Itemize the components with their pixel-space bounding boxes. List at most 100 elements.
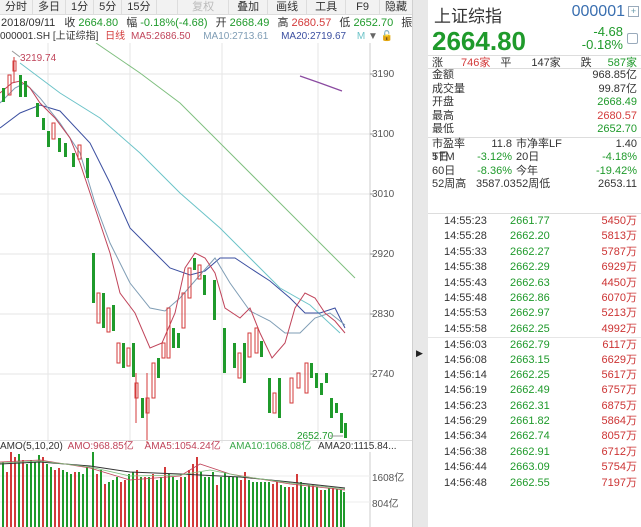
tick-vol: 5787万 <box>601 245 637 258</box>
kline-panel: 分时 多日 1分 5分 15分 复权 叠加 画线 工具 F9 隐藏 2018/0… <box>0 0 412 527</box>
performance-row: 5日 -3.12% 20日 -4.18% <box>432 151 637 163</box>
price-infobar: 2018/09/11 收 2664.80 幅 -0.18%(-4.68) 开 2… <box>0 16 412 30</box>
ma5-label: MA5:2686.50 <box>130 31 191 42</box>
tick-vol: 7197万 <box>601 476 637 489</box>
tick-row: 14:56:48 2662.55 7197万 <box>428 476 641 491</box>
ma20-label: MA20:2719.67 <box>281 31 347 42</box>
flat-label: 平 <box>500 57 512 69</box>
tick-time: 14:56:03 <box>444 339 487 352</box>
close-value: 2664.80 <box>78 17 119 29</box>
tick-price: 2662.20 <box>510 230 550 243</box>
open-value: 2668.49 <box>229 17 270 29</box>
tick-time: 14:55:23 <box>444 215 487 227</box>
overlay-button[interactable]: 叠加 <box>229 0 269 15</box>
tick-price: 2662.55 <box>510 476 550 489</box>
tick-row: 14:56:08 2663.15 6629万 <box>428 353 641 368</box>
tab-1min[interactable]: 1分 <box>66 0 95 15</box>
amo-params: AMO(5,10,20) <box>0 441 63 452</box>
tick-time: 14:56:23 <box>444 399 487 412</box>
tick-time: 14:56:34 <box>444 430 487 443</box>
tick-price: 2662.27 <box>510 245 550 258</box>
performance-row: 60日 -8.36% 今年 -19.42% <box>432 164 637 177</box>
period-dropdown[interactable] <box>157 0 179 15</box>
lock-icon[interactable]: 🔓 <box>380 31 394 42</box>
valuation-row: 市盈率TTM 11.8 市净率LF 1.40 <box>432 137 637 164</box>
tick-row: 14:56:44 2663.09 5754万 <box>428 460 641 475</box>
tick-vol: 5213万 <box>601 307 637 320</box>
tick-time: 14:56:14 <box>444 368 487 381</box>
ma10-label: MA10:2713.61 <box>203 31 269 42</box>
search-icon[interactable] <box>627 33 638 44</box>
tick-time: 14:55:38 <box>444 261 487 274</box>
expand-arrow-icon[interactable]: ▶ <box>416 348 423 358</box>
low-value: 2652.70 <box>353 17 394 29</box>
tick-row: 14:56:14 2662.25 5617万 <box>428 368 641 383</box>
tick-vol: 6629万 <box>601 353 637 366</box>
tick-vol: 4450万 <box>601 276 637 289</box>
tick-price: 2662.49 <box>510 384 550 397</box>
up-count: 746家 <box>461 57 491 69</box>
volume-bars <box>2 452 345 527</box>
tick-time: 14:55:48 <box>444 291 487 304</box>
tick-vol: 8057万 <box>601 430 637 443</box>
y-tick: 3100 <box>372 129 395 140</box>
ama5-label: AMA5:1054.24亿 <box>144 441 221 452</box>
tick-vol: 5754万 <box>601 461 637 474</box>
change-value: -4.68 <box>593 24 623 39</box>
close-label: 收 <box>64 17 76 29</box>
tab-multiday[interactable]: 多日 <box>33 0 66 15</box>
tick-time: 14:56:29 <box>444 415 487 428</box>
chart-toolbar: 分时 多日 1分 5分 15分 复权 叠加 画线 工具 F9 隐藏 <box>0 0 412 15</box>
period-label: 日线 <box>105 31 126 42</box>
f9-button[interactable]: F9 <box>346 0 380 15</box>
open-label: 开 <box>215 17 227 29</box>
date-label: 2018/09/11 <box>1 17 56 29</box>
tab-intraday[interactable]: 分时 <box>0 0 33 15</box>
ma-more-label: M <box>356 31 366 42</box>
hide-button[interactable]: 隐藏 <box>385 0 407 13</box>
candles <box>2 57 347 443</box>
index-name: 上证综指 <box>434 7 502 26</box>
high-label: 高 <box>277 17 289 29</box>
tick-price: 2661.82 <box>510 415 550 428</box>
more-label: 振... <box>401 17 412 29</box>
tick-vol: 4992万 <box>601 322 637 335</box>
volume-chart[interactable] <box>0 452 412 527</box>
y-tick: 2830 <box>372 309 395 320</box>
tick-vol: 5813万 <box>601 230 637 243</box>
vol-y-tick: 1608亿 <box>372 473 405 484</box>
ama20-label: AMA20:1115.84... <box>317 441 397 452</box>
tick-time: 14:56:38 <box>444 445 487 458</box>
tick-vol: 6929万 <box>601 261 637 274</box>
tick-vol: 5864万 <box>601 415 637 428</box>
low-marker: 2652.70 <box>297 431 334 442</box>
tick-vol: 6875万 <box>601 399 637 412</box>
flat-count: 147家 <box>531 57 561 69</box>
tick-row: 14:55:43 2662.63 4450万 <box>428 276 641 291</box>
add-watchlist-icon[interactable]: + <box>628 6 639 17</box>
tab-5min[interactable]: 5分 <box>94 0 123 15</box>
tick-time: 14:55:28 <box>444 230 487 243</box>
tick-list[interactable]: 14:55:23 2661.77 5450万 14:55:28 2662.20 5813万… <box>428 213 641 491</box>
tick-time: 14:56:48 <box>444 476 487 489</box>
stat-row: 成交量 99.87亿 <box>432 82 637 95</box>
quote-panel: 上证综指 000001 + 2664.80 -4.68 -0.18% 涨 746家… <box>428 0 641 527</box>
tick-price: 2662.91 <box>510 445 550 458</box>
volume-legend: AMO(5,10,20) AMO:968.85亿 AMA5:1054.24亿 A… <box>0 440 412 452</box>
tick-row: 14:55:28 2662.20 5813万 <box>428 229 641 244</box>
tools-button[interactable]: 工具 <box>307 0 347 15</box>
high-value: 2680.57 <box>291 17 332 29</box>
kline-chart[interactable]: 3219.74 2652.70 <box>0 43 412 443</box>
adjust-button[interactable]: 复权 <box>178 0 230 15</box>
tick-time: 14:56:19 <box>444 384 487 397</box>
price-change: -4.68 -0.18% <box>582 25 623 51</box>
panel-splitter[interactable]: ▶ <box>412 0 428 527</box>
dropdown-triangle-icon[interactable]: ▼ <box>368 31 378 42</box>
tick-row: 14:56:03 2662.79 6117万 <box>428 337 641 352</box>
tick-row: 14:56:19 2662.49 6757万 <box>428 383 641 398</box>
tick-vol: 6070万 <box>601 291 637 304</box>
tick-price: 2662.97 <box>510 307 550 320</box>
tick-row: 14:55:53 2662.97 5213万 <box>428 306 641 321</box>
tab-15min[interactable]: 15分 <box>122 0 157 15</box>
draw-button[interactable]: 画线 <box>268 0 308 15</box>
